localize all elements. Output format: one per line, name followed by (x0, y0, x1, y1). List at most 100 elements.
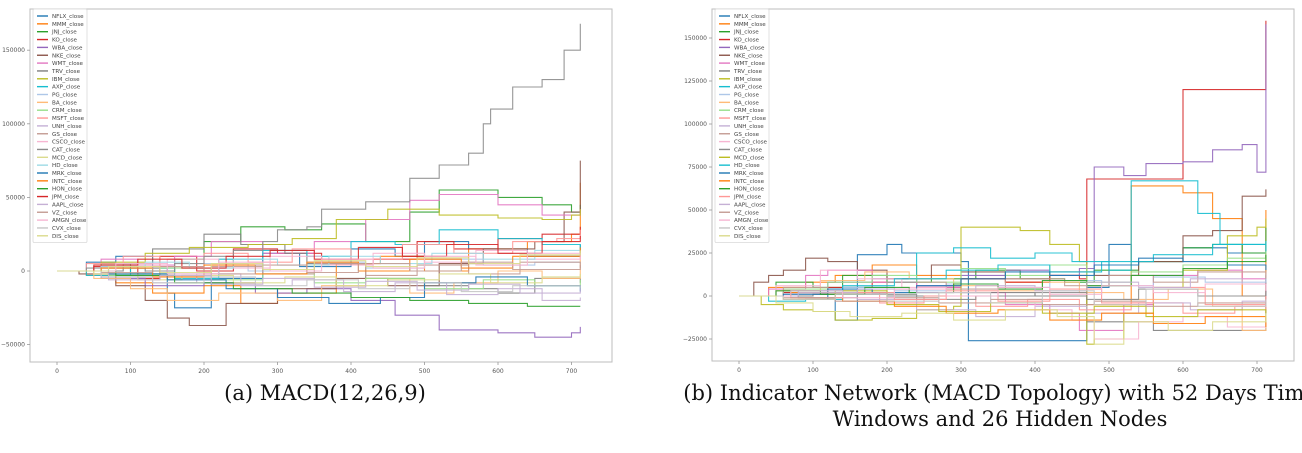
y-tick-label: 50000 (6, 194, 25, 201)
x-tick-label: 300 (272, 368, 284, 375)
series-group (739, 20, 1267, 345)
legend-label: PG_close (734, 93, 759, 99)
legend-label: TRV_close (51, 69, 81, 75)
chart-b: −25000 0 25000 50000 75000 100000 125000 150000… (683, 8, 1295, 374)
legend-label: MMM_close (734, 22, 766, 28)
legend-label: WMT_close (734, 61, 766, 67)
series-line-vz-close (57, 261, 581, 275)
legend-label: GS_close (734, 132, 760, 138)
plot-frame (711, 8, 1295, 362)
legend-box (714, 8, 770, 244)
series-line-cvx-close (57, 270, 581, 293)
series-line-mrk-close (739, 257, 1267, 297)
series-line-wba-close (57, 270, 581, 338)
series-line-amgn-close (739, 283, 1267, 299)
x-tick-label: 600 (1177, 367, 1189, 374)
legend-label: NFLX_close (52, 14, 84, 20)
y-tick-label: 150000 (684, 35, 707, 42)
series-line-csco-close (739, 269, 1267, 340)
legend-label: MSFT_close (52, 116, 85, 122)
legend-label: JPM_close (51, 195, 80, 201)
series-group (57, 23, 581, 338)
x-tick-label: 100 (807, 367, 819, 374)
legend-box (32, 8, 88, 244)
series-line-dis-close (739, 295, 1267, 345)
legend: NFLX_close MMM_close JNJ_close KO_closeWBA_… (32, 8, 88, 244)
legend-label: UNH_close (734, 124, 764, 130)
legend-label: IBM_close (52, 77, 80, 83)
legend-label: NKE_close (52, 53, 81, 59)
series-line-aapl-close (739, 278, 1266, 297)
legend-label: NFLX_close (734, 14, 766, 20)
x-tick-label: 500 (419, 368, 431, 375)
legend-label: WBA_close (52, 45, 83, 51)
legend-label: CSCO_close (734, 140, 768, 146)
legend-label: NKE_close (734, 53, 763, 59)
series-line-amgn-close (57, 252, 581, 275)
series-line-jpm-close (57, 235, 581, 272)
legend-label: VZ_close (52, 210, 77, 216)
legend-label: TRV_close (733, 69, 763, 75)
legend-label: DIS_close (734, 234, 761, 240)
legend-label: HON_close (734, 187, 765, 193)
legend-label: JPM_close (733, 195, 762, 201)
y-tick-label: −50000 (1, 342, 25, 349)
legend-label: CRM_close (734, 108, 764, 114)
legend-label: PG_close (52, 93, 77, 99)
legend-label: AMGN_close (734, 218, 769, 224)
legend-label: BA_close (52, 100, 77, 106)
legend-label: WMT_close (52, 61, 84, 67)
y-tick-label: 50000 (688, 207, 707, 214)
series-line-axp-close (739, 180, 1267, 302)
x-tick-label: 200 (881, 367, 893, 374)
series-line-ibm-close (739, 218, 1267, 345)
series-line-nke-close (739, 189, 1267, 297)
figure-panel-b: −25000 0 25000 50000 75000 100000 125000 150000… (650, 0, 1302, 453)
series-line-mcd-close (739, 290, 1267, 321)
series-line-jnj-close (57, 189, 581, 275)
x-tick-label: 400 (345, 368, 357, 375)
legend-label: VZ_close (734, 210, 759, 216)
chart-a: −50000 0 50000 100000 150000 0 100 200 300 400 500… (1, 8, 613, 375)
legend-label: AAPL_close (734, 202, 766, 208)
y-tick-label: 0 (21, 268, 25, 275)
legend-label: CRM_close (52, 108, 82, 114)
legend-label: UNH_close (52, 124, 82, 130)
legend-label: CSCO_close (52, 140, 86, 146)
legend-label: MSFT_close (734, 116, 767, 122)
y-tick-label: 100000 (684, 121, 707, 128)
series-line-gs-close (57, 261, 581, 278)
y-tick-label: −25000 (683, 336, 707, 343)
y-tick-label: 75000 (688, 164, 707, 171)
legend-label: JNJ_close (51, 30, 77, 36)
legend-label: AXP_close (734, 85, 763, 91)
x-tick-label: 100 (125, 368, 137, 375)
legend-label: MMM_close (52, 22, 84, 28)
legend-label: MCD_close (52, 155, 83, 161)
x-tick-label: 700 (1251, 367, 1263, 374)
legend-label: JNJ_close (733, 30, 759, 36)
series-line-cvx-close (739, 288, 1267, 307)
x-tick-label: 600 (492, 368, 504, 375)
legend-label: MRK_close (734, 171, 764, 177)
legend-label: CAT_close (734, 147, 762, 153)
series-line-dis-close (57, 250, 581, 274)
legend-label: WBA_close (734, 45, 765, 51)
legend-label: HD_close (52, 163, 78, 169)
series-line-mcd-close (57, 270, 581, 287)
x-tick-label: 200 (198, 368, 210, 375)
figure-panel-a: −50000 0 50000 100000 150000 0 100 200 300 400 500… (0, 0, 650, 453)
y-tick-label: 150000 (2, 47, 25, 54)
legend-label: CVX_close (52, 226, 81, 232)
plot-frame (29, 8, 613, 363)
legend-label: HD_close (734, 163, 760, 169)
legend-label: CAT_close (52, 147, 80, 153)
legend-label: AXP_close (52, 85, 81, 91)
legend-label: AMGN_close (52, 218, 87, 224)
y-tick-label: 100000 (2, 121, 25, 128)
legend: NFLX_close MMM_close JNJ_close KO_closeWBA_… (714, 8, 770, 244)
legend-label: MRK_close (52, 171, 82, 177)
x-tick-label: 0 (55, 368, 59, 375)
series-line-ba-close (57, 256, 581, 301)
legend-label: AAPL_close (52, 202, 84, 208)
